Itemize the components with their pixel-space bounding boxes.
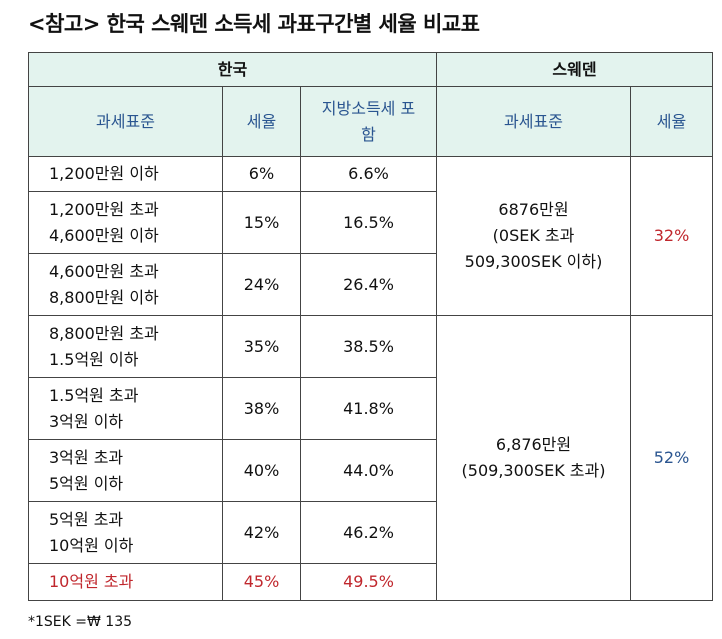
table-row: 1.5억원 초과 3억원 이하 38% 41.8% xyxy=(28,377,713,440)
sweden-rate-cell: 32% xyxy=(630,156,713,316)
korea-local-header-text: 지방소득세 포함 xyxy=(321,98,416,144)
korea-bracket-cell: 8,800만원 초과 1.5억원 이하 xyxy=(28,315,223,378)
korea-local-cell: 16.5% xyxy=(300,191,437,254)
korea-bracket-cell: 10억원 초과 xyxy=(28,563,223,601)
korea-rate-cell: 24% xyxy=(222,253,301,316)
korea-local-cell: 6.6% xyxy=(300,156,437,192)
korea-rate-cell: 6% xyxy=(222,156,301,192)
bracket-line: 509,300SEK 이하) xyxy=(464,252,603,271)
bracket-line: 1.5억원 이하 xyxy=(49,349,139,369)
korea-bracket-header: 과세표준 xyxy=(28,86,223,157)
korea-bracket-cell: 1,200만원 초과 4,600만원 이하 xyxy=(28,191,223,254)
bracket-line: (509,300SEK 초과) xyxy=(461,461,606,480)
korea-rate-cell: 45% xyxy=(222,563,301,601)
table-row: 8,800만원 초과 1.5억원 이하 35% 38.5% 6,876만원 (509,30… xyxy=(28,315,713,601)
korea-local-cell: 46.2% xyxy=(300,501,437,564)
bracket-line: 3억원 이하 xyxy=(49,411,124,431)
sweden-header: 스웨덴 xyxy=(436,52,713,87)
korea-local-cell: 44.0% xyxy=(300,439,437,502)
table-row: 3억원 초과 5억원 이하 40% 44.0% xyxy=(28,439,713,502)
bracket-line: 5억원 이하 xyxy=(49,473,124,493)
korea-header: 한국 xyxy=(28,52,437,87)
korea-rate-cell: 38% xyxy=(222,377,301,440)
sweden-rate-cell: 52% xyxy=(630,315,713,601)
bracket-line: (0SEK 초과 xyxy=(492,226,575,245)
table-row: 1,200만원 이하 6% 6.6% 6876만원 (0SEK 초과 509,300SEK… xyxy=(28,156,713,316)
page-title: <참고> 한국 스웨덴 소득세 과표구간별 세율 비교표 xyxy=(28,12,480,36)
korea-local-cell: 38.5% xyxy=(300,315,437,378)
sweden-bracket-cell: 6,876만원 (509,300SEK 초과) xyxy=(436,315,631,601)
table-row: 4,600만원 초과 8,800만원 이하 24% 26.4% xyxy=(28,253,713,316)
table-row: 10억원 초과 45% 49.5% xyxy=(28,563,713,601)
bracket-line: 1,200만원 초과 xyxy=(49,199,159,219)
korea-rate-header: 세율 xyxy=(222,86,301,157)
korea-rate-cell: 35% xyxy=(222,315,301,378)
sweden-bracket-cell: 6876만원 (0SEK 초과 509,300SEK 이하) xyxy=(436,156,631,316)
bracket-line: 1,200만원 이하 xyxy=(49,164,159,183)
bracket-line: 8,800만원 이하 xyxy=(49,287,159,307)
table-row: 5억원 초과 10억원 이하 42% 46.2% xyxy=(28,501,713,564)
bracket-line: 3억원 초과 xyxy=(49,447,124,467)
sweden-bracket-header: 과세표준 xyxy=(436,86,631,157)
bracket-line: 8,800만원 초과 xyxy=(49,323,159,343)
sweden-rate-header: 세율 xyxy=(630,86,713,157)
korea-bracket-cell: 1.5억원 초과 3억원 이하 xyxy=(28,377,223,440)
korea-rate-cell: 42% xyxy=(222,501,301,564)
table-row: 1,200만원 초과 4,600만원 이하 15% 16.5% xyxy=(28,191,713,254)
tax-comparison-table: 한국 스웨덴 과세표준 세율 지방소득세 포함 과세표준 세율 1,200만원 … xyxy=(28,52,713,601)
korea-local-header: 지방소득세 포함 xyxy=(300,86,437,157)
korea-bracket-cell: 4,600만원 초과 8,800만원 이하 xyxy=(28,253,223,316)
korea-bracket-cell: 1,200만원 이하 xyxy=(28,156,223,192)
korea-local-cell: 49.5% xyxy=(300,563,437,601)
bracket-line: 6876만원 xyxy=(498,200,569,219)
bracket-line: 4,600만원 이하 xyxy=(49,225,159,245)
bracket-line: 6,876만원 xyxy=(495,435,572,454)
bracket-line: 10억원 초과 xyxy=(49,572,134,591)
bracket-line: 10억원 이하 xyxy=(49,535,134,555)
korea-rate-cell: 40% xyxy=(222,439,301,502)
korea-local-cell: 41.8% xyxy=(300,377,437,440)
korea-local-cell: 26.4% xyxy=(300,253,437,316)
korea-bracket-cell: 3억원 초과 5억원 이하 xyxy=(28,439,223,502)
korea-bracket-cell: 5억원 초과 10억원 이하 xyxy=(28,501,223,564)
bracket-line: 1.5억원 초과 xyxy=(49,385,139,405)
bracket-line: 5억원 초과 xyxy=(49,509,124,529)
footnote: *1SEK =₩ 135 xyxy=(28,614,133,630)
bracket-line: 4,600만원 초과 xyxy=(49,261,159,281)
korea-rate-cell: 15% xyxy=(222,191,301,254)
